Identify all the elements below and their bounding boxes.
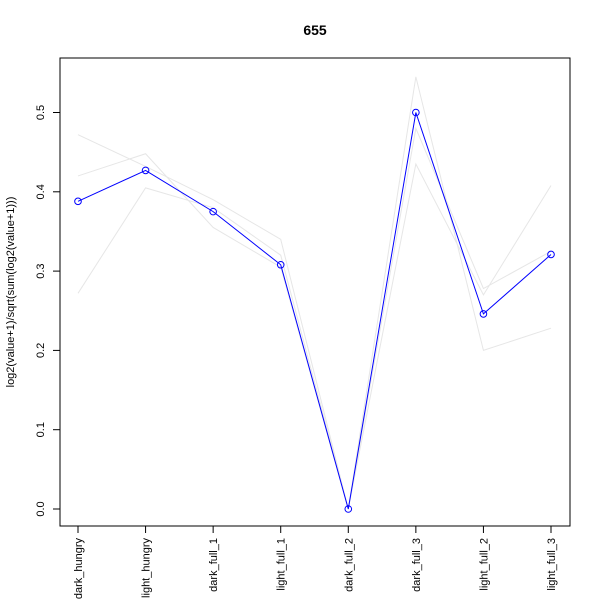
- data-point: [209, 207, 217, 216]
- x-tick-label: dark_full_2: [343, 538, 355, 592]
- chart-title: 655: [303, 22, 327, 38]
- y-axis: 0.0 0.1 0.2 0.3 0.4 0.5: [35, 105, 61, 517]
- y-tick-label: 0.5: [35, 105, 47, 120]
- y-tick-label: 0.2: [35, 343, 47, 358]
- y-tick-label: 0.0: [35, 501, 47, 516]
- background-series-group: [77, 76, 552, 510]
- data-point: [479, 310, 488, 318]
- background-series-line: [77, 153, 552, 510]
- background-series-line: [77, 76, 552, 510]
- background-series-line: [77, 126, 552, 510]
- x-axis: dark_hungry light_hungry dark_full_1 light_…: [73, 525, 558, 600]
- y-tick-label: 0.1: [35, 422, 47, 437]
- x-tick-label: light_full_1: [276, 538, 288, 591]
- x-tick-label: light_full_3: [546, 538, 558, 591]
- y-tick-label: 0.4: [35, 184, 47, 199]
- x-tick-label: dark_full_1: [208, 538, 220, 592]
- data-point: [547, 250, 555, 259]
- main-series-group: [74, 108, 555, 513]
- data-point: [412, 108, 420, 117]
- main-series-line: [77, 112, 552, 510]
- y-tick-label: 0.3: [35, 263, 47, 278]
- data-point: [74, 197, 82, 206]
- data-point: [344, 505, 353, 513]
- x-tick-label: light_hungry: [141, 538, 153, 598]
- x-tick-label: light_full_2: [478, 538, 490, 591]
- y-axis-label: log2(value+1)/sqrt(sum(log2(value+1))): [5, 197, 17, 388]
- x-tick-label: dark_full_3: [411, 538, 423, 592]
- plot-frame: [59, 57, 571, 527]
- x-tick-label: dark_hungry: [73, 538, 85, 600]
- data-point: [141, 166, 150, 175]
- data-point: [276, 260, 285, 269]
